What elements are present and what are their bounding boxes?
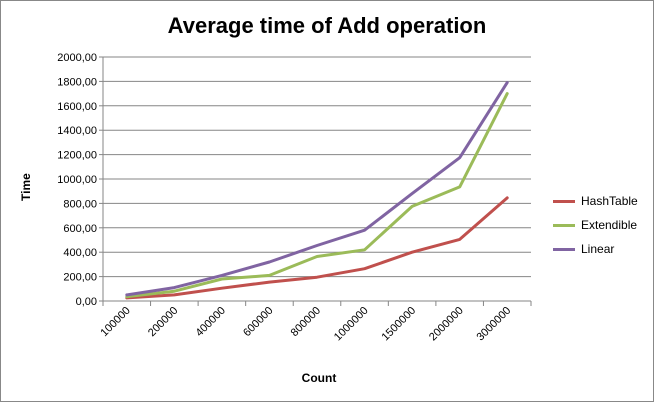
y-tick-label: 1400,00 [57, 125, 97, 137]
legend-item-linear: Linear [553, 237, 653, 261]
x-tick-label: 600000 [241, 305, 275, 339]
chart-title: Average time of Add operation [167, 13, 487, 38]
x-tick-label: 800000 [289, 305, 323, 339]
legend-label: Extendible [581, 218, 638, 232]
legend-swatch [553, 223, 575, 227]
y-tick-label: 1600,00 [57, 101, 97, 113]
series-line-extendible [125, 92, 509, 299]
y-tick-label: 600,00 [63, 223, 97, 235]
legend-label: HashTable [581, 194, 638, 208]
y-tick-label: 1200,00 [57, 150, 97, 162]
x-tick-label: 1500000 [379, 305, 418, 344]
y-tick-label: 200,00 [63, 272, 97, 284]
legend-swatch [553, 247, 575, 251]
legend-swatch [553, 199, 575, 203]
x-tick-label: 200000 [146, 305, 180, 339]
y-tick-label: 1000,00 [57, 174, 97, 186]
y-tick-label: 2000,00 [57, 52, 97, 64]
legend: HashTable Extendible Linear [553, 189, 653, 261]
x-tick-label: 400000 [194, 305, 228, 339]
y-tick-label: 400,00 [63, 247, 97, 259]
legend-item-hashtable: HashTable [553, 189, 653, 213]
x-tick-label: 100000 [98, 305, 132, 339]
series-line-hashtable [125, 196, 509, 300]
series-line-linear [125, 81, 509, 297]
y-tick-label: 1800,00 [57, 76, 97, 88]
x-axis-label: Count [301, 371, 337, 385]
legend-label: Linear [581, 242, 615, 256]
x-tick-label: 1000000 [332, 305, 371, 344]
x-tick-label: 2000000 [427, 305, 466, 344]
x-tick-label: 3000000 [475, 305, 514, 344]
y-tick-label: 800,00 [63, 198, 97, 210]
legend-item-extendible: Extendible [553, 213, 653, 237]
y-tick-label: 0,00 [76, 296, 97, 308]
